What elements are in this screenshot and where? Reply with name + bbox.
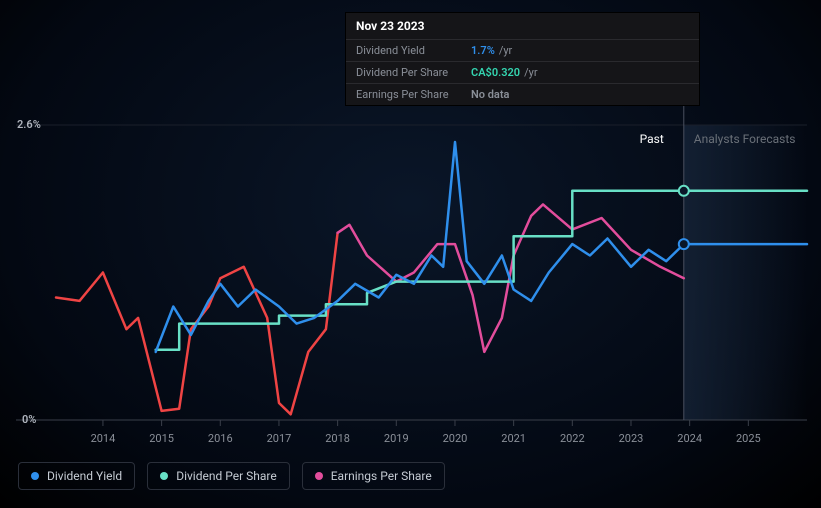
y-axis-max-label: 2.6% (17, 118, 41, 131)
tooltip-row: Earnings Per ShareNo data (346, 84, 699, 105)
tooltip-row-label: Earnings Per Share (356, 88, 471, 101)
legend-item-earnings-per-share[interactable]: Earnings Per Share (302, 462, 445, 490)
x-tick-label: 2017 (267, 432, 292, 445)
chart-legend: Dividend Yield Dividend Per Share Earnings… (18, 462, 445, 490)
x-tick-label: 2024 (677, 432, 702, 445)
series-endpoint-marker (679, 239, 689, 249)
x-tick-label: 2020 (443, 432, 468, 445)
tooltip-row-value: No data (471, 88, 509, 101)
x-tick-label: 2018 (325, 432, 350, 445)
forecast-label: Analysts Forecasts (694, 132, 796, 146)
x-tick-label: 2025 (736, 432, 761, 445)
legend-item-label: Dividend Yield (47, 469, 122, 483)
series-endpoint-marker (679, 186, 689, 196)
tooltip-row: Dividend Per ShareCA$0.320/yr (346, 62, 699, 84)
financial-chart: 2014 2015 2016 2017 2018 2019 2020 2021 2022 2023… (0, 0, 821, 508)
y-axis-min-label: 0% (22, 413, 36, 426)
tooltip-row-label: Dividend Yield (356, 44, 471, 57)
tooltip-row-unit: /yr (499, 44, 512, 57)
tooltip-row-label: Dividend Per Share (356, 66, 471, 79)
legend-dot-icon (31, 472, 39, 480)
tooltip-row-value: 1.7% (471, 44, 495, 57)
x-tick-label: 2015 (149, 432, 174, 445)
past-label: Past (640, 132, 664, 146)
legend-item-label: Earnings Per Share (331, 469, 432, 483)
x-tick-label: 2014 (91, 432, 116, 445)
tooltip-row-value: CA$0.320 (471, 66, 520, 79)
x-tick-label: 2019 (384, 432, 409, 445)
x-tick-label: 2016 (208, 432, 233, 445)
legend-dot-icon (315, 472, 323, 480)
chart-tooltip: Nov 23 2023 Dividend Yield1.7%/yrDividen… (345, 12, 700, 106)
x-tick-label: 2022 (560, 432, 585, 445)
legend-item-label: Dividend Per Share (176, 469, 277, 483)
tooltip-row-unit: /yr (524, 66, 537, 79)
legend-item-dividend-yield[interactable]: Dividend Yield (18, 462, 135, 490)
tooltip-title: Nov 23 2023 (346, 13, 699, 40)
x-tick-label: 2021 (501, 432, 526, 445)
tooltip-row: Dividend Yield1.7% /yr (346, 40, 699, 62)
legend-dot-icon (160, 472, 168, 480)
x-tick-label: 2023 (619, 432, 644, 445)
legend-item-dividend-per-share[interactable]: Dividend Per Share (147, 462, 290, 490)
